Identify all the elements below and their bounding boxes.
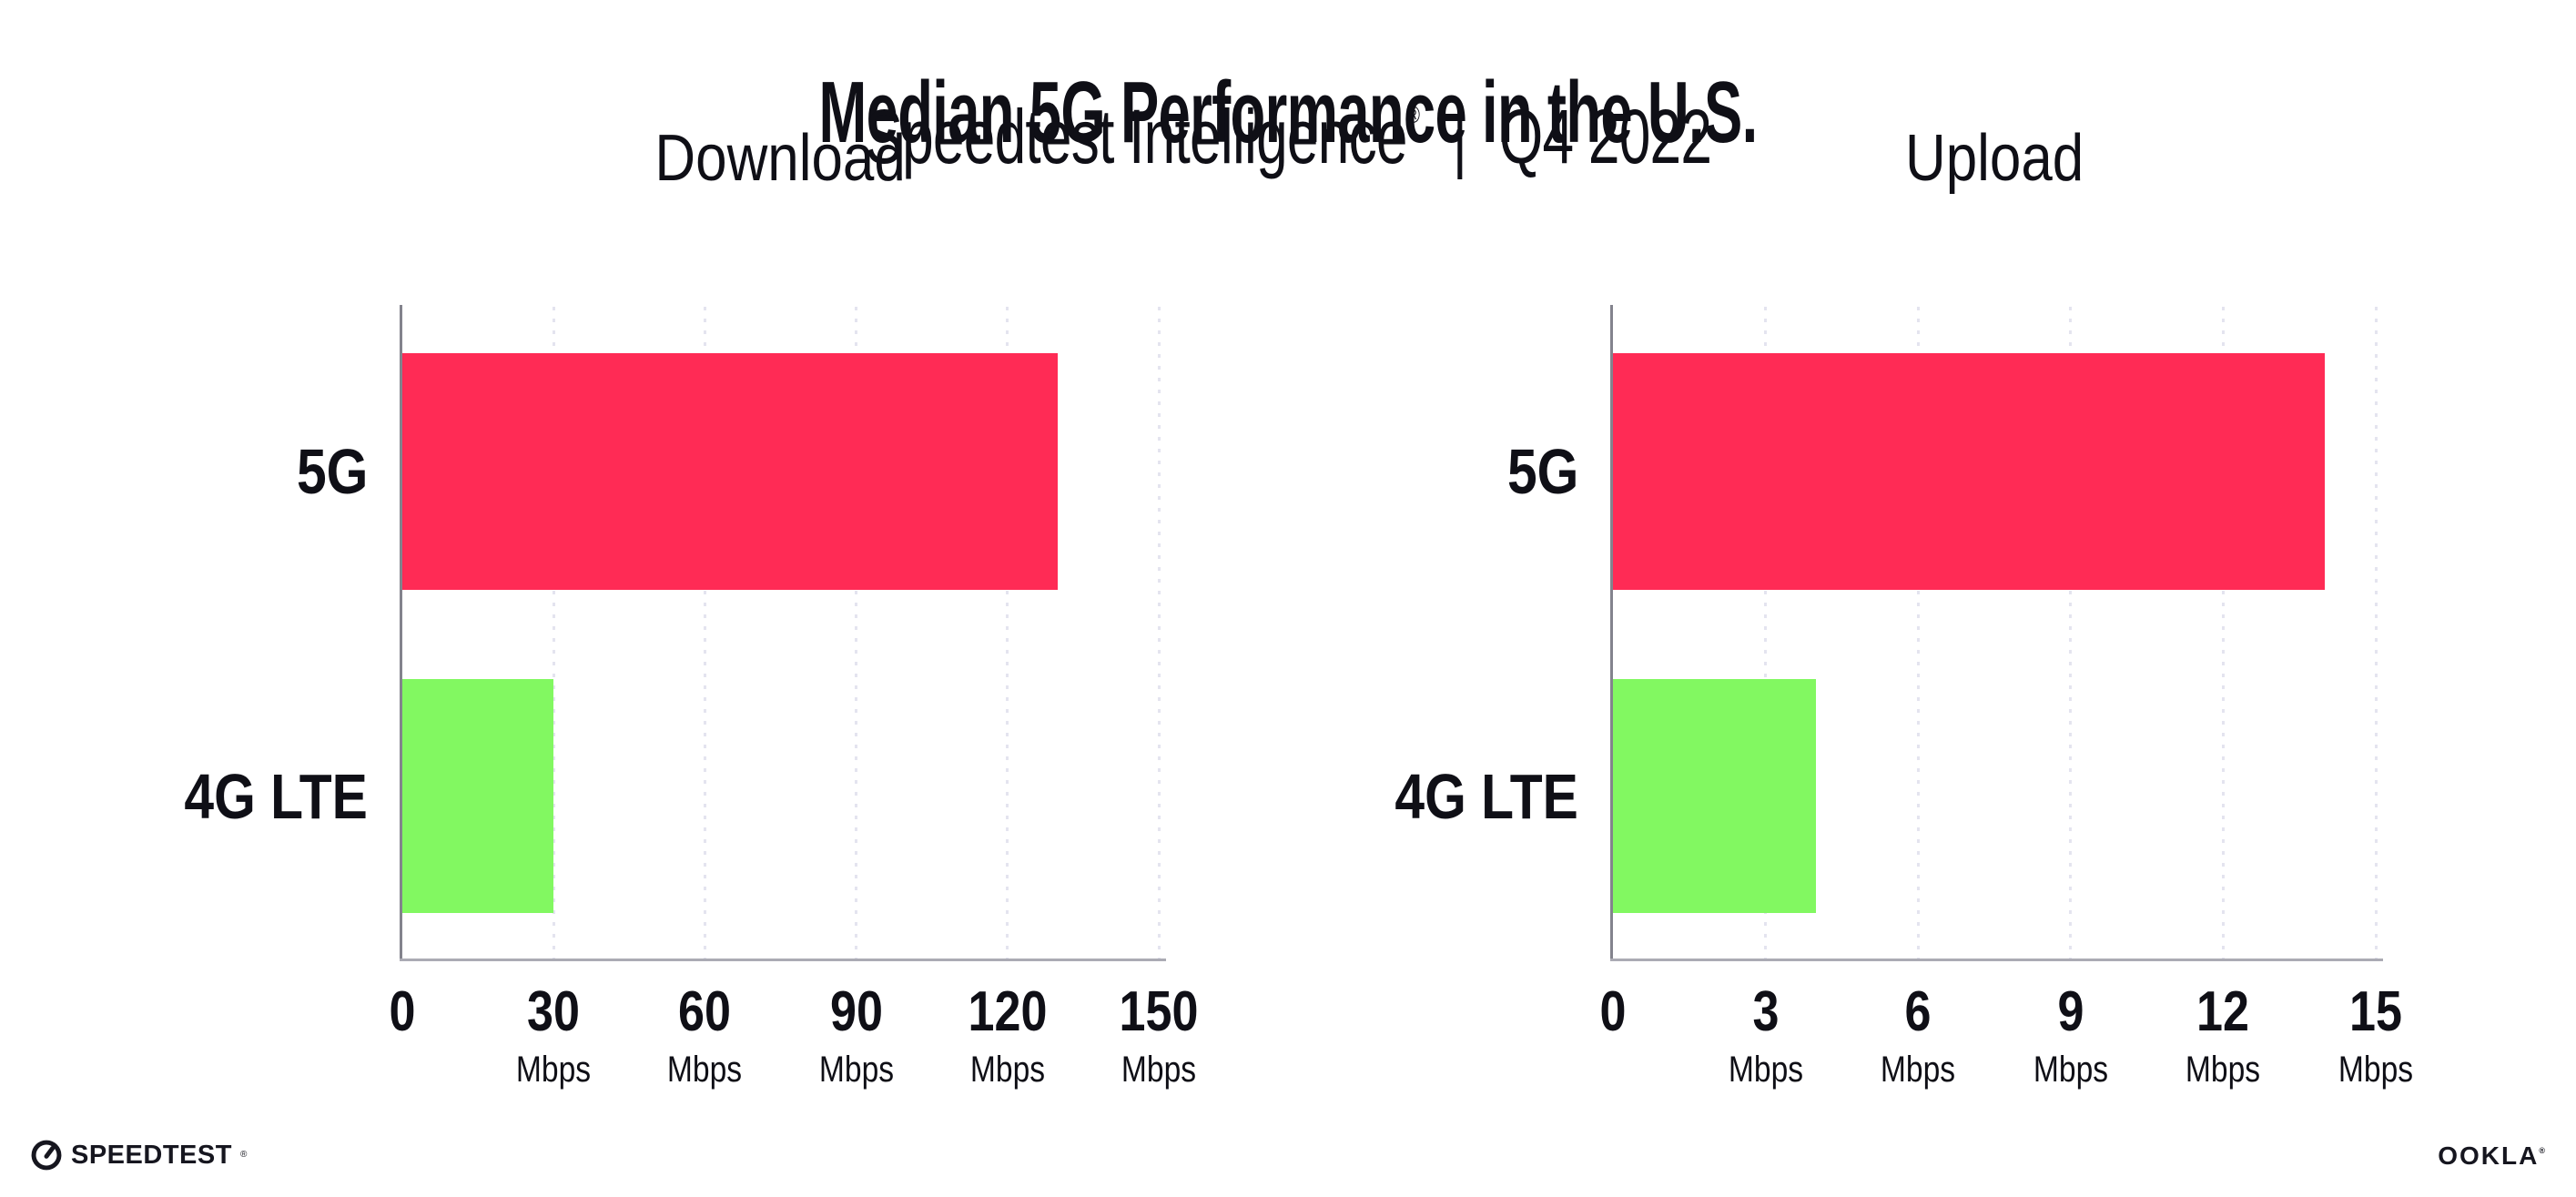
upload-chart-title: Upload <box>1904 122 2084 195</box>
y-label-4g-lte: 4G LTE <box>184 760 368 832</box>
x-tick-download-150: 150 Mbps <box>1119 980 1199 1090</box>
tick-value: 30 <box>527 980 581 1043</box>
tick-value: 15 <box>2349 980 2402 1043</box>
subtitle-separator: | <box>1452 94 1466 179</box>
page-subtitle-text: Speedtest Intelligence® | Q4 2022 <box>865 94 1712 179</box>
upload-plot-area: 0 3 Mbps 6 Mbps 9 Mbps 12 Mbps 15 Mbps 5G 4G LTE <box>1395 305 2413 1088</box>
x-tick-download-90: 90 Mbps <box>818 980 894 1090</box>
x-tick-download-30: 30 Mbps <box>516 980 592 1090</box>
tick-value: 6 <box>1904 980 1932 1043</box>
subtitle-period: Q4 2022 <box>1498 94 1712 179</box>
tick-unit: Mbps <box>818 1050 894 1090</box>
bar-download-5g <box>402 353 1059 591</box>
page-title-text: Median 5G Performance in the U.S. <box>818 64 1759 162</box>
tick-unit: Mbps <box>2186 1050 2261 1090</box>
download-chart: Download 0 30 Mbps 60 Mbps 90 Mbps 120 Mbps 150 Mb… <box>185 126 1199 1088</box>
tick-value: 60 <box>678 980 732 1043</box>
x-tick-upload-9: 9 Mbps <box>2033 980 2108 1090</box>
upload-x-axis <box>1610 959 2383 961</box>
bar-upload-5g <box>1613 353 2326 591</box>
gridline-download-150 <box>1157 307 1161 959</box>
ookla-wordmark: OOKLA <box>2438 1141 2540 1170</box>
registered-mark: ® <box>1406 101 1420 128</box>
page-subtitle: Speedtest Intelligence® | Q4 2022 <box>0 98 2576 175</box>
tick-value: 90 <box>829 980 883 1043</box>
speedtest-gauge-icon <box>31 1140 62 1171</box>
bar-download-4g-lte <box>402 679 554 913</box>
tick-value: 0 <box>389 980 416 1043</box>
y-label-5g: 5G <box>1506 436 1578 508</box>
tick-value: 12 <box>2196 980 2250 1043</box>
download-chart-title: Download <box>654 122 907 195</box>
tick-value: 3 <box>1752 980 1780 1043</box>
tick-value: 9 <box>2057 980 2084 1043</box>
tick-unit: Mbps <box>667 1050 743 1090</box>
ookla-registered-mark: ® <box>2539 1146 2545 1155</box>
tick-value: 120 <box>968 980 1048 1043</box>
gridline-upload-15 <box>2374 307 2378 959</box>
tick-value: 0 <box>1599 980 1627 1043</box>
tick-unit: Mbps <box>1121 1050 1197 1090</box>
tick-unit: Mbps <box>1881 1050 1956 1090</box>
x-tick-download-60: 60 Mbps <box>667 980 743 1090</box>
y-label-4g-lte: 4G LTE <box>1394 760 1578 832</box>
ookla-logo: OOKLA® <box>2438 1143 2545 1169</box>
download-plot-area: 0 30 Mbps 60 Mbps 90 Mbps 120 Mbps 150 Mbps 5G 4G LT… <box>185 305 1198 1088</box>
gridline-download-90 <box>855 307 858 959</box>
tick-value: 150 <box>1119 980 1199 1043</box>
x-tick-download-0: 0 <box>390 984 416 1040</box>
tick-unit: Mbps <box>2338 1050 2414 1090</box>
page-title: Median 5G Performance in the U.S. <box>0 67 2576 159</box>
tick-unit: Mbps <box>1728 1050 1803 1090</box>
gridline-download-30 <box>552 307 555 959</box>
tick-unit: Mbps <box>2033 1050 2108 1090</box>
download-y-axis <box>400 305 402 960</box>
x-tick-download-120: 120 Mbps <box>968 980 1048 1090</box>
gridline-upload-3 <box>1764 307 1768 959</box>
tick-unit: Mbps <box>969 1050 1045 1090</box>
x-tick-upload-12: 12 Mbps <box>2186 980 2261 1090</box>
upload-y-axis <box>1610 305 1613 960</box>
subtitle-brand: Speedtest Intelligence <box>865 94 1407 179</box>
x-tick-upload-15: 15 Mbps <box>2338 980 2414 1090</box>
gridline-download-60 <box>703 307 706 959</box>
gridline-upload-12 <box>2221 307 2225 959</box>
gridline-upload-9 <box>2069 307 2073 959</box>
bar-upload-4g-lte <box>1613 679 1817 913</box>
tick-unit: Mbps <box>516 1050 592 1090</box>
speedtest-logo: SPEEDTEST ® <box>30 1139 247 1172</box>
gridline-upload-6 <box>1916 307 1920 959</box>
x-tick-upload-0: 0 <box>1600 984 1627 1040</box>
download-x-axis <box>400 959 1166 961</box>
gridline-download-120 <box>1006 307 1009 959</box>
x-tick-upload-3: 3 Mbps <box>1728 980 1803 1090</box>
x-tick-upload-6: 6 Mbps <box>1881 980 1956 1090</box>
y-label-5g: 5G <box>296 436 368 508</box>
upload-chart: Upload 0 3 Mbps 6 Mbps 9 Mbps 12 Mbps 15 Mbps 5G 4G … <box>1395 126 2414 1088</box>
speedtest-wordmark: SPEEDTEST <box>71 1140 232 1170</box>
